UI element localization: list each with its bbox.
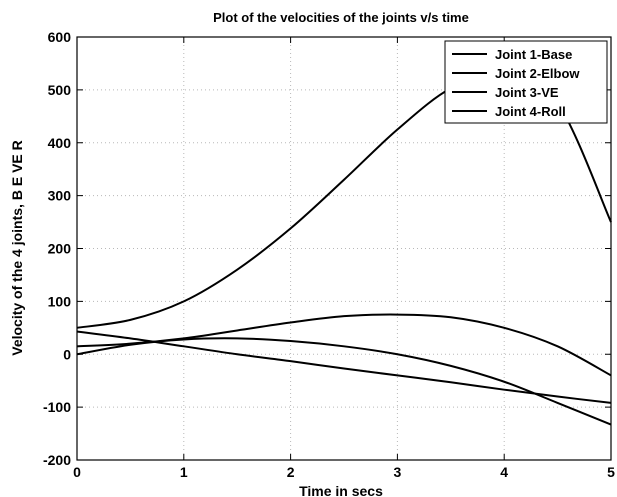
- legend-entry: Joint 1-Base: [495, 47, 572, 62]
- y-tick-label: 200: [48, 241, 72, 257]
- x-tick-label: 3: [394, 464, 402, 480]
- series-line-joint-4-roll: [76, 330, 612, 404]
- x-tick-label: 0: [73, 464, 81, 480]
- x-tick-labels: 0 1 2 3 4 5: [73, 464, 615, 480]
- y-tick-label: 100: [48, 293, 72, 309]
- series-line-joint-3-ve: [76, 337, 612, 426]
- legend-entry: Joint 4-Roll: [495, 104, 566, 119]
- series-lines: [76, 69, 612, 426]
- x-axis-label: Time in secs: [299, 483, 383, 497]
- y-tick-label: -200: [43, 452, 71, 468]
- y-tick-label: 600: [48, 29, 72, 45]
- y-tick-label: 300: [48, 188, 72, 204]
- legend-entry: Joint 3-VE: [495, 85, 559, 100]
- axis-ticks: [76, 36, 612, 461]
- series-line-joint-2-elbow: [76, 313, 612, 377]
- y-tick-label: -100: [43, 399, 71, 415]
- y-tick-label: 0: [63, 346, 71, 362]
- legend-entry: Joint 2-Elbow: [495, 66, 580, 81]
- x-tick-label: 4: [500, 464, 508, 480]
- chart-title: Plot of the velocities of the joints v/s…: [213, 10, 469, 25]
- y-tick-labels: -200 -100 0 100 200 300 400 500 600: [43, 29, 71, 468]
- x-tick-label: 2: [287, 464, 295, 480]
- legend: Joint 1-Base Joint 2-Elbow Joint 3-VE Joint…: [444, 40, 608, 124]
- y-axis-label: Velocity of the 4 joints, B E VE R: [9, 140, 25, 356]
- x-tick-label: 1: [180, 464, 188, 480]
- x-tick-label: 5: [607, 464, 615, 480]
- y-tick-label: 500: [48, 82, 72, 98]
- y-tick-label: 400: [48, 135, 72, 151]
